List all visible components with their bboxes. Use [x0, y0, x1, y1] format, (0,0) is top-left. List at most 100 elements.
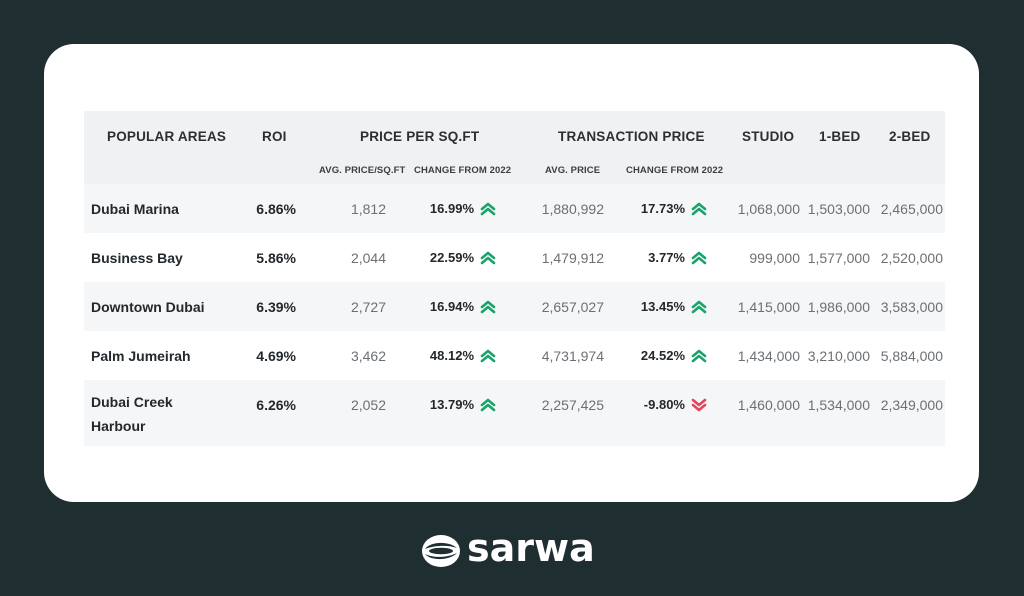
- change-sqft-text: 16.94%: [429, 299, 474, 314]
- avg-price: 1,880,992: [530, 184, 604, 233]
- two-bed-price: 5,884,000: [870, 331, 943, 380]
- one-bed-price: 1,986,000: [800, 282, 870, 331]
- table-header: POPULAR AREAS ROI PRICE PER SQ.FT TRANSA…: [84, 111, 945, 184]
- two-bed-price-text: 2,520,000: [880, 249, 943, 266]
- avg-price: 1,479,912: [530, 233, 604, 282]
- change-sqft-text: 13.79%: [429, 397, 474, 412]
- change-sqft-text: 16.99%: [429, 201, 474, 216]
- double-chevron-up-icon: [691, 202, 707, 215]
- studio-price: 1,460,000: [727, 380, 800, 429]
- roi-value: 6.26%: [248, 380, 296, 429]
- avg-price-sqft: 2,052: [320, 380, 386, 429]
- double-chevron-up-icon: [480, 349, 496, 362]
- roi-value-text: 4.69%: [256, 347, 296, 364]
- avg-price: 4,731,974: [530, 331, 604, 380]
- one-bed-price-text: 1,534,000: [807, 396, 870, 413]
- change-sqft-text: 48.12%: [429, 348, 474, 363]
- roi-value-text: 6.86%: [256, 200, 296, 217]
- two-bed-price: 2,349,000: [870, 380, 943, 429]
- avg-price-text: 1,880,992: [541, 200, 604, 217]
- avg-price-sqft-text: 2,052: [350, 396, 386, 413]
- header-transaction-price: TRANSACTION PRICE: [558, 129, 705, 144]
- header-price-per-sqft: PRICE PER SQ.FT: [360, 129, 480, 144]
- header-1-bed: 1-BED: [819, 129, 861, 144]
- roi-value: 5.86%: [248, 233, 296, 282]
- one-bed-price: 1,577,000: [800, 233, 870, 282]
- change-sqft: 13.79%: [414, 380, 496, 429]
- studio-price: 999,000: [727, 233, 800, 282]
- two-bed-price: 2,520,000: [870, 233, 943, 282]
- avg-price-sqft: 2,044: [320, 233, 386, 282]
- change-price-text: 3.77%: [648, 250, 685, 265]
- double-chevron-up-icon: [691, 251, 707, 264]
- avg-price-text: 1,479,912: [541, 249, 604, 266]
- studio-price-text: 1,460,000: [737, 396, 800, 413]
- avg-price-sqft: 3,462: [320, 331, 386, 380]
- two-bed-price: 2,465,000: [870, 184, 943, 233]
- double-chevron-up-icon: [480, 202, 496, 215]
- one-bed-price-text: 1,986,000: [807, 298, 870, 315]
- subheader-change-from-2022-price: CHANGE FROM 2022: [626, 165, 724, 176]
- one-bed-price: 1,503,000: [800, 184, 870, 233]
- one-bed-price-text: 1,577,000: [807, 249, 870, 266]
- header-2-bed: 2-BED: [889, 129, 931, 144]
- change-sqft-text: 22.59%: [429, 250, 474, 265]
- studio-price-text: 1,415,000: [737, 298, 800, 315]
- table-row: Dubai Creek Harbour 6.26% 2,052 13.79% 2,257…: [84, 380, 945, 446]
- double-chevron-up-icon: [691, 349, 707, 362]
- change-price: 3.77%: [624, 233, 707, 282]
- area-name-text: Business Bay: [91, 249, 183, 266]
- roi-value-text: 5.86%: [256, 249, 296, 266]
- two-bed-price-text: 5,884,000: [880, 347, 943, 364]
- double-chevron-up-icon: [480, 398, 496, 411]
- studio-price-text: 1,434,000: [737, 347, 800, 364]
- roi-value: 6.39%: [248, 282, 296, 331]
- two-bed-price-text: 2,465,000: [880, 200, 943, 217]
- avg-price-sqft-text: 2,044: [350, 249, 386, 266]
- avg-price-sqft: 1,812: [320, 184, 386, 233]
- studio-price: 1,415,000: [727, 282, 800, 331]
- avg-price-sqft-text: 1,812: [350, 200, 386, 217]
- studio-price-text: 1,068,000: [737, 200, 800, 217]
- sarwa-logo-mark: [422, 535, 460, 567]
- change-price: 17.73%: [624, 184, 707, 233]
- double-chevron-up-icon: [691, 300, 707, 313]
- double-chevron-up-icon: [480, 300, 496, 313]
- sarwa-logo: sarwa: [421, 526, 603, 572]
- change-sqft: 22.59%: [414, 233, 496, 282]
- change-price: 24.52%: [624, 331, 707, 380]
- header-popular-areas: POPULAR AREAS: [107, 129, 227, 144]
- area-name: Dubai Marina: [91, 184, 179, 233]
- avg-price-text: 2,257,425: [541, 396, 604, 413]
- change-sqft: 16.99%: [414, 184, 496, 233]
- two-bed-price-text: 2,349,000: [880, 396, 943, 413]
- double-chevron-down-icon: [691, 398, 707, 411]
- one-bed-price-text: 3,210,000: [807, 347, 870, 364]
- area-name: Downtown Dubai: [91, 282, 205, 331]
- one-bed-price: 1,534,000: [800, 380, 870, 429]
- change-sqft: 48.12%: [414, 331, 496, 380]
- header-roi: ROI: [262, 129, 287, 144]
- header-studio: STUDIO: [742, 129, 795, 144]
- area-name: Palm Jumeirah: [91, 331, 191, 380]
- areas-table: POPULAR AREAS ROI PRICE PER SQ.FT TRANSA…: [84, 111, 945, 446]
- one-bed-price-text: 1,503,000: [807, 200, 870, 217]
- area-name: Business Bay: [91, 233, 183, 282]
- avg-price: 2,657,027: [530, 282, 604, 331]
- double-chevron-up-icon: [480, 251, 496, 264]
- area-name-text: Downtown Dubai: [91, 298, 205, 315]
- avg-price-sqft-text: 3,462: [350, 347, 386, 364]
- avg-price-text: 2,657,027: [541, 298, 604, 315]
- change-price-text: 17.73%: [640, 201, 685, 216]
- area-name-text: Dubai Marina: [91, 200, 179, 217]
- subheader-avg-price: AVG. PRICE: [545, 165, 601, 176]
- studio-price-text: 999,000: [749, 249, 800, 266]
- avg-price-text: 4,731,974: [541, 347, 604, 364]
- roi-value-text: 6.26%: [256, 396, 296, 413]
- table-row: Downtown Dubai 6.39% 2,727 16.94% 2,657,027 1…: [84, 282, 945, 331]
- change-price: 13.45%: [624, 282, 707, 331]
- change-price: -9.80%: [624, 380, 707, 429]
- area-name-text: Palm Jumeirah: [91, 347, 191, 364]
- roi-value: 6.86%: [248, 184, 296, 233]
- roi-value-text: 6.39%: [256, 298, 296, 315]
